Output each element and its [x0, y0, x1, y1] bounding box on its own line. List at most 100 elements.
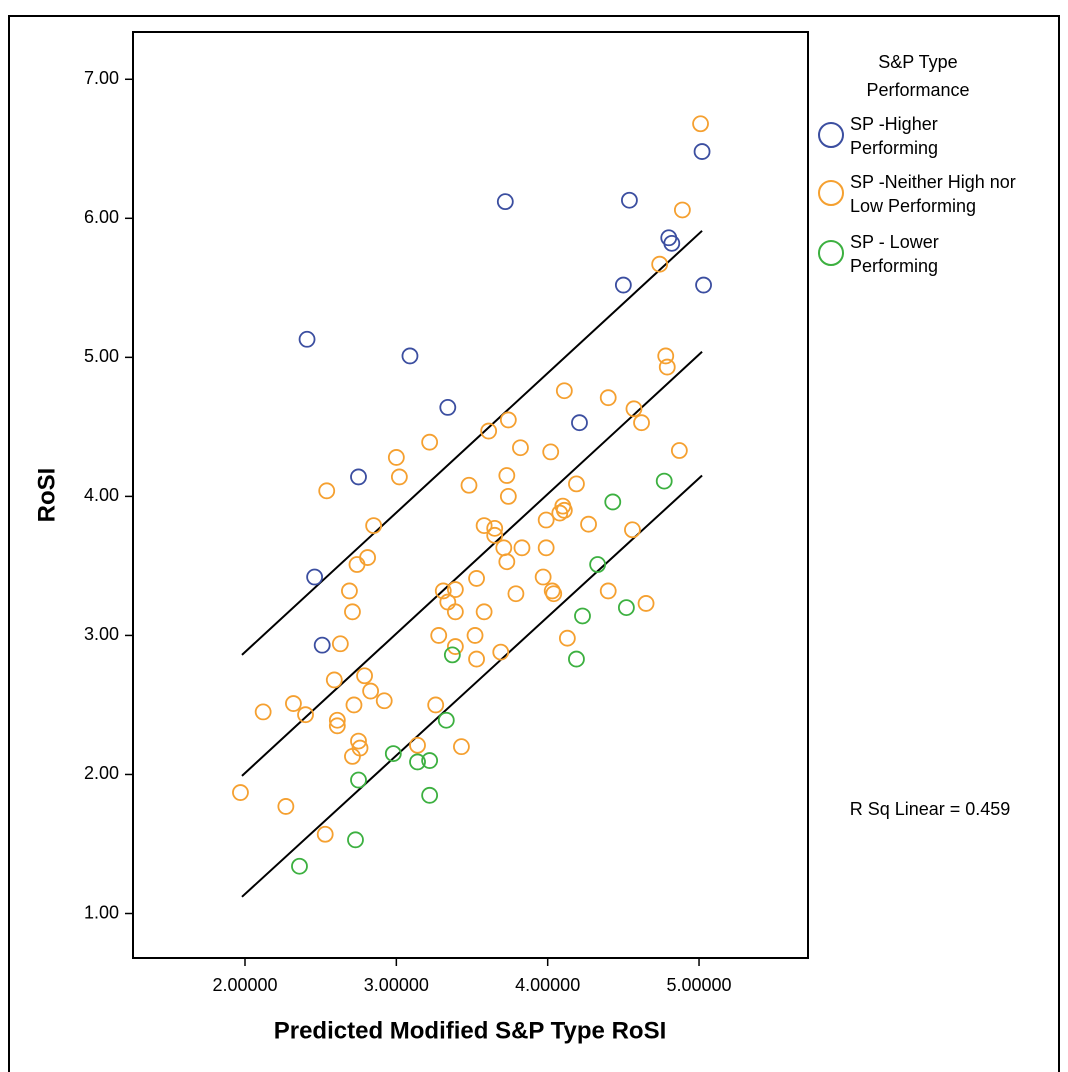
- point: [614, 276, 632, 294]
- point: [356, 667, 373, 685]
- point: [498, 553, 516, 571]
- point: [637, 595, 655, 612]
- x-tick-label: 4.00000: [515, 975, 580, 995]
- point: [604, 493, 622, 511]
- point: [306, 568, 324, 586]
- point: [537, 539, 555, 557]
- point: [542, 443, 560, 461]
- point: [480, 422, 498, 440]
- point: [599, 582, 617, 600]
- point: [313, 636, 331, 654]
- fit-line: [241, 351, 703, 777]
- point: [350, 771, 367, 789]
- y-axis-title: RoSI: [33, 468, 60, 523]
- y-tick-label: 1.00: [84, 902, 119, 922]
- point: [568, 475, 585, 493]
- y-tick-label: 3.00: [84, 624, 119, 644]
- figure-border: [8, 15, 1060, 1072]
- point: [558, 629, 576, 647]
- legend-marker: [818, 122, 844, 148]
- point: [291, 857, 308, 875]
- point: [328, 711, 346, 729]
- point: [599, 389, 617, 407]
- point: [574, 607, 591, 625]
- point: [453, 738, 470, 756]
- point: [633, 414, 650, 432]
- point: [437, 711, 455, 729]
- point: [466, 627, 484, 644]
- legend-label: SP -Higher Performing: [850, 114, 939, 158]
- point: [486, 519, 504, 537]
- point: [621, 191, 638, 209]
- point: [507, 585, 525, 603]
- point: [331, 635, 349, 653]
- legend-label: SP - Lower Performing: [850, 232, 939, 276]
- point: [297, 706, 314, 724]
- point: [298, 330, 316, 348]
- point: [344, 603, 361, 621]
- point: [285, 695, 302, 712]
- point: [673, 201, 691, 219]
- point: [443, 646, 461, 664]
- point: [328, 717, 346, 735]
- point: [325, 671, 343, 689]
- point: [580, 515, 597, 533]
- point: [513, 539, 531, 557]
- point: [427, 696, 445, 714]
- point: [318, 482, 336, 500]
- point: [486, 526, 504, 544]
- point: [498, 467, 516, 484]
- x-axis-title: Predicted Modified S&P Type RoSI: [274, 1017, 667, 1044]
- point: [589, 556, 607, 573]
- point: [375, 692, 393, 710]
- point: [409, 736, 426, 754]
- point: [499, 411, 517, 429]
- point: [350, 468, 367, 486]
- fit-line: [241, 474, 703, 898]
- point: [446, 638, 464, 655]
- point: [390, 468, 408, 486]
- point: [499, 487, 517, 505]
- point: [657, 347, 675, 365]
- point: [421, 786, 439, 804]
- point: [430, 627, 448, 644]
- point: [571, 414, 588, 432]
- point: [496, 193, 514, 211]
- point: [387, 449, 405, 466]
- point: [359, 549, 376, 566]
- point: [409, 753, 426, 771]
- point: [421, 752, 439, 769]
- point: [670, 442, 688, 459]
- point: [468, 570, 485, 587]
- y-tick-label: 5.00: [84, 346, 119, 366]
- point: [512, 439, 529, 457]
- point: [232, 784, 249, 801]
- point: [439, 399, 457, 416]
- point: [551, 504, 569, 522]
- point: [663, 234, 681, 252]
- point: [446, 603, 464, 621]
- point: [624, 521, 641, 539]
- point: [625, 400, 643, 418]
- point: [651, 255, 669, 273]
- legend-marker: [818, 180, 844, 206]
- point: [350, 732, 367, 750]
- point: [341, 582, 358, 600]
- point: [658, 358, 676, 376]
- point: [421, 433, 439, 451]
- point: [460, 476, 478, 494]
- point: [655, 472, 673, 490]
- point: [446, 581, 464, 598]
- y-tick-label: 4.00: [84, 485, 119, 505]
- point: [568, 650, 585, 668]
- point: [555, 501, 573, 519]
- legend-title: S&P Type Performance: [866, 52, 970, 100]
- point: [692, 115, 709, 133]
- point: [384, 745, 402, 763]
- y-tick-label: 6.00: [84, 207, 119, 227]
- point: [492, 643, 510, 661]
- point: [348, 556, 366, 573]
- point: [344, 747, 361, 765]
